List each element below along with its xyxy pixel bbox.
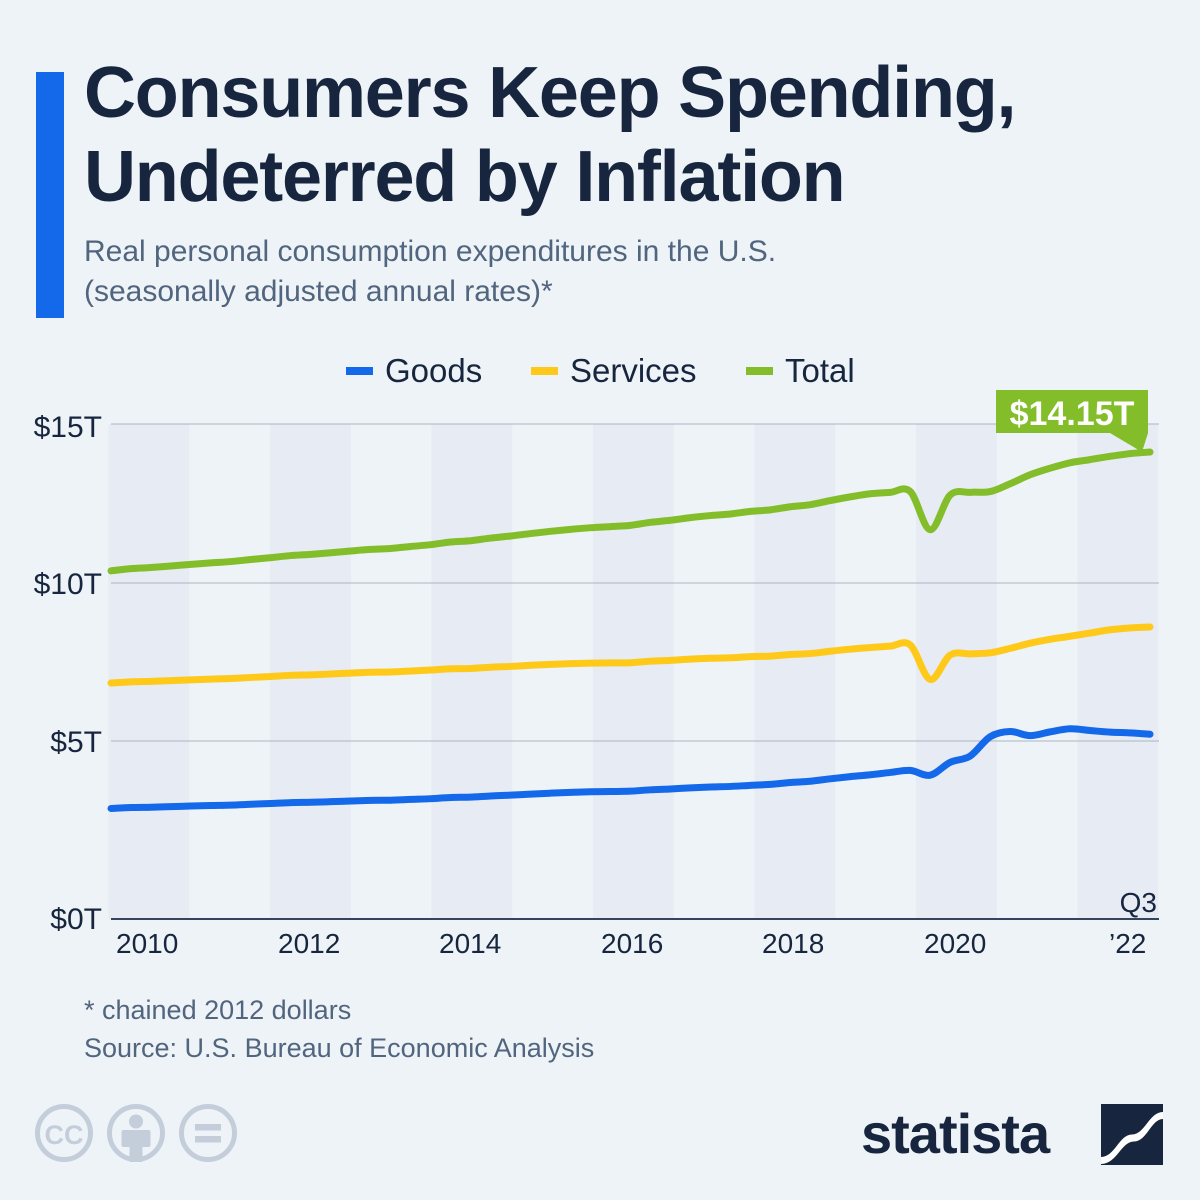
svg-text:CC: CC (45, 1120, 84, 1150)
